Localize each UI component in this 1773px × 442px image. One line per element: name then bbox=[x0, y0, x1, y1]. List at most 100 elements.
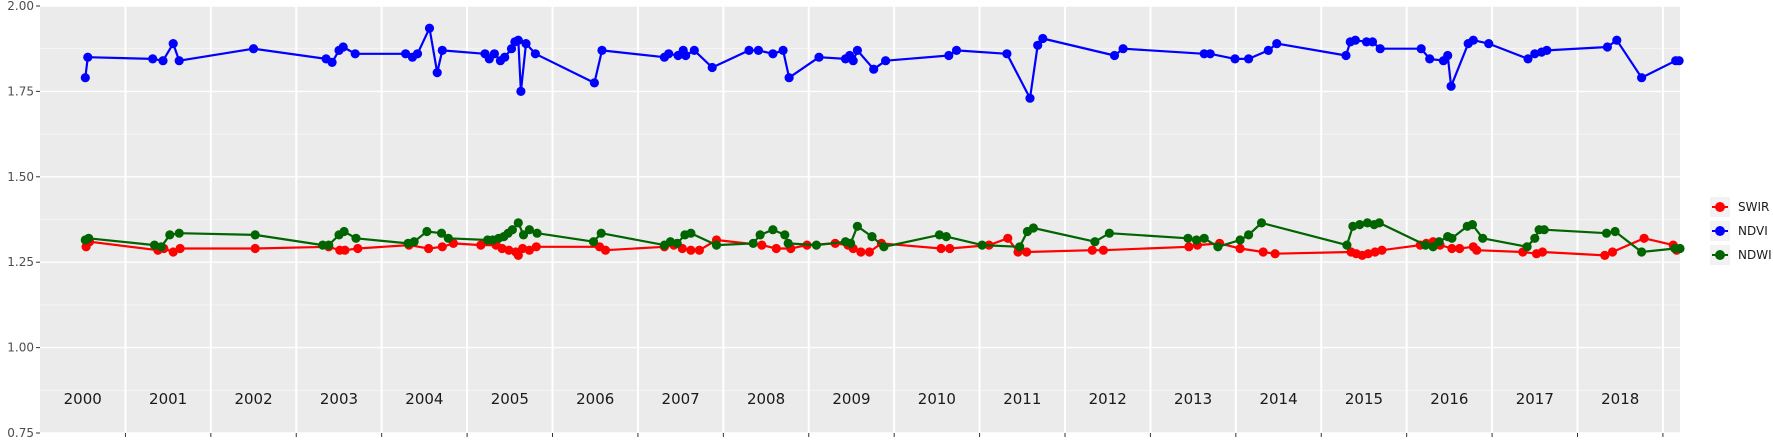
data-point-swir bbox=[513, 250, 523, 260]
year-label: 2001 bbox=[149, 390, 187, 408]
legend-label-swir: SWIR bbox=[1738, 200, 1769, 214]
data-point-ndwi bbox=[1199, 233, 1209, 243]
year-label: 2005 bbox=[491, 390, 529, 408]
data-point-ndwi bbox=[879, 242, 889, 252]
data-point-ndwi bbox=[1235, 235, 1245, 245]
data-point-ndwi bbox=[1015, 242, 1025, 252]
data-point-ndwi bbox=[532, 228, 542, 238]
legend-key-point-ndvi bbox=[1715, 226, 1725, 236]
data-point-swir bbox=[353, 243, 363, 254]
data-point-ndwi bbox=[174, 228, 184, 238]
data-point-ndvi bbox=[689, 45, 699, 56]
data-point-ndwi bbox=[165, 230, 175, 240]
data-point-ndvi bbox=[1025, 93, 1035, 103]
data-point-ndwi bbox=[852, 221, 863, 231]
data-point-ndvi bbox=[881, 56, 891, 66]
year-label: 2018 bbox=[1601, 390, 1639, 408]
data-point-ndvi bbox=[1612, 35, 1622, 45]
data-point-ndvi bbox=[784, 73, 794, 83]
year-label: 2014 bbox=[1259, 390, 1297, 408]
data-point-ndvi bbox=[1367, 37, 1378, 47]
data-point-ndwi bbox=[846, 238, 856, 248]
y-tick-label: 1.00 bbox=[7, 341, 34, 355]
data-point-ndvi bbox=[1425, 54, 1435, 64]
data-point-ndvi bbox=[1350, 35, 1360, 45]
grid-layer bbox=[40, 5, 1680, 434]
data-point-ndvi bbox=[753, 45, 764, 56]
data-point-ndvi bbox=[707, 62, 717, 73]
data-point-ndwi bbox=[941, 232, 951, 242]
data-point-ndwi bbox=[1637, 247, 1647, 257]
data-point-ndvi bbox=[852, 45, 863, 56]
year-label: 2008 bbox=[747, 390, 785, 408]
data-point-ndvi bbox=[432, 68, 442, 78]
data-point-swir bbox=[945, 243, 955, 254]
data-point-ndwi bbox=[324, 240, 334, 250]
data-point-ndvi bbox=[513, 35, 523, 45]
year-label: 2012 bbox=[1089, 390, 1127, 408]
data-point-swir bbox=[1098, 245, 1108, 255]
data-point-swir bbox=[1455, 243, 1465, 254]
data-point-ndvi bbox=[1674, 56, 1684, 66]
data-point-ndwi bbox=[811, 240, 822, 250]
data-point-ndvi bbox=[1272, 39, 1282, 49]
data-point-ndvi bbox=[412, 49, 423, 59]
data-point-ndwi bbox=[1428, 242, 1438, 252]
data-point-swir bbox=[1639, 233, 1649, 243]
year-label: 2013 bbox=[1174, 390, 1212, 408]
data-point-ndwi bbox=[1183, 233, 1193, 243]
data-point-ndvi bbox=[327, 57, 337, 67]
data-point-ndwi bbox=[1374, 218, 1384, 228]
data-point-ndwi bbox=[518, 230, 529, 240]
data-point-ndwi bbox=[1244, 230, 1254, 240]
data-point-ndwi bbox=[711, 240, 722, 250]
data-point-ndvi bbox=[1109, 50, 1120, 61]
legend-key-point-swir bbox=[1715, 202, 1725, 212]
data-point-ndvi bbox=[1602, 42, 1612, 52]
year-label: 2016 bbox=[1430, 390, 1468, 408]
data-point-swir bbox=[1087, 245, 1097, 255]
data-point-ndwi bbox=[507, 225, 517, 235]
data-point-ndvi bbox=[401, 49, 411, 59]
year-label: 2009 bbox=[832, 390, 870, 408]
data-point-ndwi bbox=[748, 238, 758, 248]
data-point-ndwi bbox=[513, 218, 523, 228]
data-point-ndwi bbox=[1467, 220, 1477, 230]
data-point-ndvi bbox=[424, 23, 435, 33]
data-point-ndwi bbox=[524, 225, 535, 235]
data-point-ndwi bbox=[156, 242, 166, 252]
series-layer bbox=[80, 23, 1685, 260]
data-point-ndvi bbox=[148, 54, 158, 64]
data-point-swir bbox=[531, 242, 541, 252]
data-point-ndvi bbox=[168, 39, 178, 49]
data-point-ndvi bbox=[1263, 45, 1273, 56]
data-point-swir bbox=[424, 243, 434, 254]
data-point-ndwi bbox=[1104, 228, 1114, 238]
data-point-ndwi bbox=[1342, 240, 1352, 250]
data-point-ndvi bbox=[1542, 45, 1552, 56]
data-point-ndvi bbox=[1375, 44, 1385, 54]
data-point-ndvi bbox=[1205, 49, 1215, 59]
legend-label-ndwi: NDWI bbox=[1738, 248, 1772, 262]
data-point-swir bbox=[1003, 233, 1013, 243]
data-point-ndwi bbox=[1191, 235, 1202, 245]
data-point-ndwi bbox=[934, 230, 945, 240]
data-point-ndwi bbox=[1530, 233, 1540, 243]
data-point-swir bbox=[1607, 247, 1618, 257]
data-point-ndwi bbox=[84, 233, 94, 243]
data-point-ndwi bbox=[1675, 243, 1685, 254]
data-point-swir bbox=[936, 243, 946, 254]
data-point-swir bbox=[1258, 247, 1268, 257]
data-point-ndwi bbox=[977, 240, 987, 250]
data-point-ndvi bbox=[597, 45, 607, 56]
data-point-ndwi bbox=[783, 238, 793, 248]
year-label: 2006 bbox=[576, 390, 614, 408]
data-point-ndvi bbox=[350, 49, 360, 59]
data-point-ndvi bbox=[489, 49, 499, 59]
year-label: 2002 bbox=[234, 390, 272, 408]
data-point-ndvi bbox=[1038, 33, 1048, 44]
data-point-swir bbox=[864, 247, 875, 257]
year-label: 2017 bbox=[1516, 390, 1554, 408]
data-point-ndvi bbox=[768, 49, 778, 59]
data-point-ndwi bbox=[351, 233, 361, 243]
